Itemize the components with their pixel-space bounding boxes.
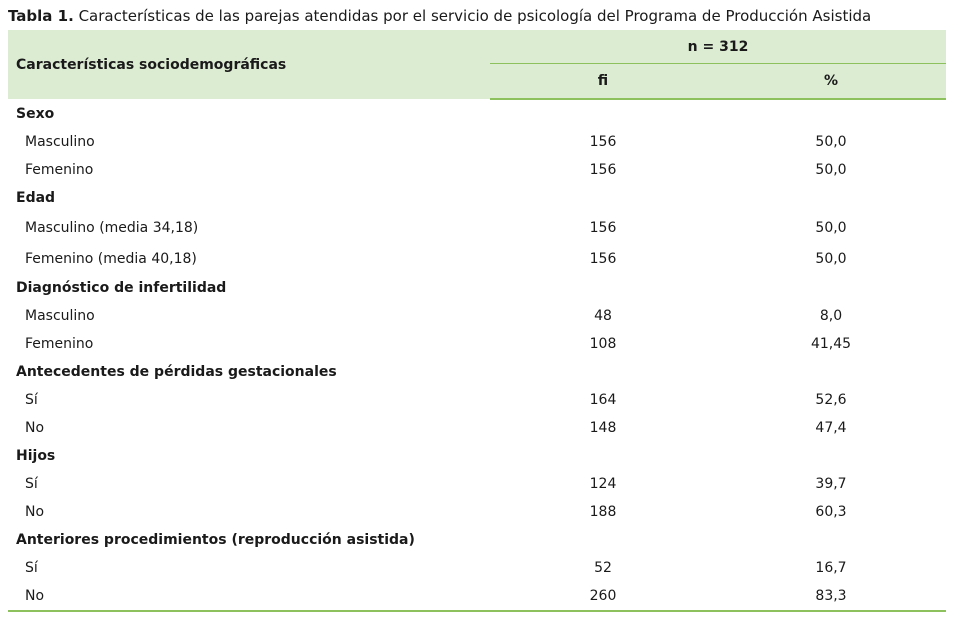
header-percent: %: [716, 63, 947, 100]
row-label: Femenino (media 40,18): [25, 250, 197, 267]
table-row: Sí 52 16,7: [8, 554, 946, 582]
header-fi: fi: [490, 63, 716, 100]
caption-label: Tabla 1.: [8, 7, 74, 25]
row-percent: 60,3: [815, 504, 847, 520]
row-label: No: [8, 582, 490, 612]
row-percent: 41,45: [810, 336, 852, 352]
row-label: Masculino (media 34,18): [25, 219, 199, 236]
row-label: No: [25, 504, 45, 520]
table-row: Femenino (media 40,18) 156 50,0: [8, 243, 946, 274]
table-row: Sí 124 39,7: [8, 470, 946, 498]
row-fi: 164: [589, 392, 617, 408]
table-row: Masculino 48 8,0: [8, 302, 946, 330]
group-row: Sexo: [8, 99, 946, 128]
row-percent: 39,7: [815, 476, 847, 492]
table-body: Sexo Masculino 156 50,0 Femenino 156 50,0 Edad M…: [8, 99, 947, 612]
row-percent: 50,0: [815, 219, 847, 236]
group-title: Diagnóstico de infertilidad: [16, 280, 227, 296]
group-row: Anteriores procedimientos (reproducción …: [8, 526, 946, 554]
header-n: n = 312: [490, 30, 947, 64]
row-label: Masculino: [25, 308, 95, 324]
row-fi: 52: [594, 560, 612, 576]
table-header: Características sociodemográficas n = 31…: [8, 30, 947, 100]
row-percent: 50,0: [815, 134, 847, 150]
table-row: No 188 60,3: [8, 498, 946, 526]
row-fi: 260: [490, 582, 716, 612]
group-title: Sexo: [16, 106, 55, 122]
row-fi: 124: [589, 476, 617, 492]
table-caption: Tabla 1. Características de las parejas …: [8, 6, 948, 26]
row-fi: 156: [589, 162, 617, 178]
group-row: Hijos: [8, 442, 946, 470]
row-percent: 8,0: [819, 308, 843, 324]
table-row: No 260 83,3: [8, 582, 947, 612]
row-label: Femenino: [25, 162, 94, 178]
row-label: Sí: [25, 476, 38, 492]
table-row: No 148 47,4: [8, 414, 946, 442]
row-fi: 48: [594, 308, 612, 324]
table-row: Femenino 156 50,0: [8, 156, 946, 184]
row-fi: 156: [589, 250, 617, 267]
row-fi: 156: [589, 219, 617, 236]
row-label: Femenino: [25, 336, 94, 352]
row-percent: 52,6: [815, 392, 847, 408]
row-fi: 148: [589, 420, 617, 436]
group-title: Hijos: [16, 448, 56, 464]
row-percent: 83,3: [716, 582, 947, 612]
table-row: Masculino (media 34,18) 156 50,0: [8, 212, 946, 243]
row-fi: 108: [589, 336, 617, 352]
caption-text: Características de las parejas atendidas…: [78, 7, 872, 25]
row-percent: 47,4: [815, 420, 847, 436]
table-row: Masculino 156 50,0: [8, 128, 946, 156]
group-title: Anteriores procedimientos (reproducción …: [16, 532, 415, 548]
table-row: Sí 164 52,6: [8, 386, 946, 414]
row-percent: 50,0: [815, 162, 847, 178]
row-label: Sí: [25, 560, 38, 576]
row-fi: 156: [589, 134, 617, 150]
table-row: Femenino 108 41,45: [8, 330, 946, 358]
row-label: No: [25, 420, 45, 436]
group-title: Antecedentes de pérdidas gestacionales: [16, 364, 337, 380]
row-fi: 188: [589, 504, 617, 520]
row-percent: 50,0: [815, 250, 847, 267]
group-title: Edad: [16, 190, 56, 206]
group-row: Edad: [8, 184, 946, 212]
header-characteristics: Características sociodemográficas: [8, 30, 490, 99]
row-percent: 16,7: [815, 560, 847, 576]
row-label: Sí: [25, 392, 38, 408]
group-row: Diagnóstico de infertilidad: [8, 274, 946, 302]
row-label: Masculino: [25, 134, 95, 150]
characteristics-table: Características sociodemográficas n = 31…: [8, 30, 947, 612]
group-row: Antecedentes de pérdidas gestacionales: [8, 358, 946, 386]
